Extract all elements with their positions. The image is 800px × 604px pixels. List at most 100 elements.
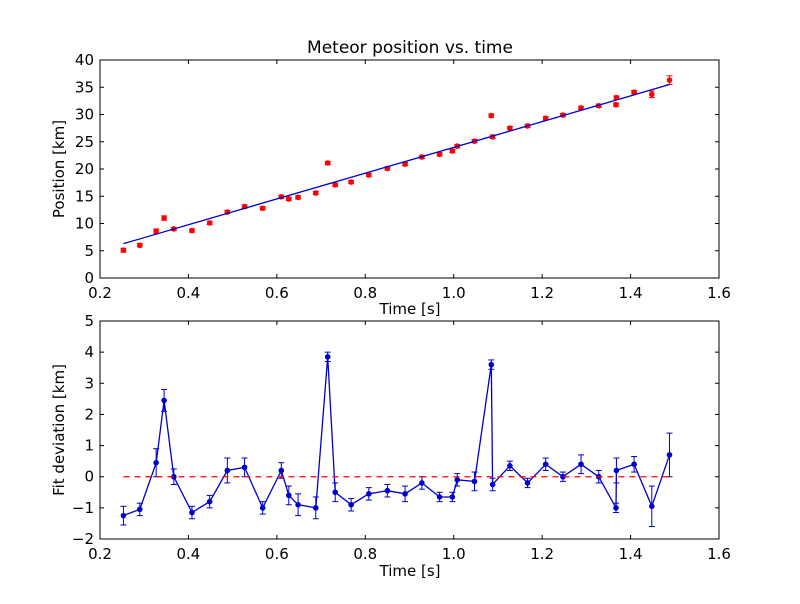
- data-point: [366, 172, 372, 178]
- data-point: [224, 467, 231, 474]
- data-point: [278, 467, 285, 474]
- data-point: [613, 505, 619, 511]
- data-point: [312, 190, 319, 196]
- data-point: [120, 512, 127, 519]
- y-tick-label: −2: [72, 530, 94, 548]
- deviation-line: [123, 356, 671, 517]
- y-tick-label: 5: [84, 242, 94, 260]
- y-tick-label: 20: [75, 160, 94, 178]
- data-point: [507, 463, 513, 469]
- data-point: [189, 509, 195, 516]
- x-tick-label: 1.0: [442, 545, 466, 563]
- data-point: [666, 77, 673, 83]
- data-marks: [120, 75, 673, 254]
- data-point: [259, 205, 266, 212]
- y-axis-label: Position [km]: [50, 120, 68, 218]
- x-tick-label: 0.2: [88, 284, 112, 302]
- data-point: [332, 489, 339, 496]
- data-point: [348, 501, 354, 508]
- data-point: [348, 179, 354, 185]
- y-tick-label: 4: [84, 343, 94, 361]
- data-point: [285, 196, 292, 202]
- data-point: [295, 194, 301, 201]
- data-point: [285, 492, 292, 499]
- x-tick-label: 0.6: [265, 284, 289, 302]
- y-tick-label: 0: [84, 468, 94, 486]
- position-plot: Meteor position vs. time 0.2 0.4 0.6 0.8 1.0…: [50, 38, 731, 318]
- y-tick-label: −1: [72, 499, 94, 517]
- data-point: [613, 101, 619, 108]
- data-point: [471, 478, 478, 485]
- data-point: [419, 480, 425, 486]
- data-point: [488, 112, 495, 119]
- data-point: [136, 506, 143, 513]
- data-point: [324, 160, 331, 166]
- data-point: [259, 505, 266, 511]
- x-tick-label: 1.2: [530, 284, 554, 302]
- y-tick-label: 40: [75, 51, 94, 69]
- y-tick-label: 1: [84, 437, 94, 455]
- x-axis-label: Time [s]: [379, 562, 441, 580]
- deviation-plot: 0.2 0.4 0.6 0.8 1.0 1.2 1.4 1.6 −2 −1 0 1 2 3 4 5 Time …: [50, 312, 731, 580]
- data-point: [153, 228, 159, 234]
- y-tick-label: 5: [84, 312, 94, 330]
- x-tick-label: 0.4: [176, 545, 200, 563]
- data-point: [295, 501, 301, 508]
- data-point: [631, 461, 637, 468]
- data-point: [402, 491, 408, 497]
- x-tick-label: 1.4: [619, 545, 643, 563]
- data-point: [488, 361, 495, 368]
- data-point: [241, 464, 248, 471]
- data-point: [613, 467, 620, 474]
- data-point: [136, 242, 143, 249]
- data-point: [384, 487, 391, 494]
- x-tick-label: 1.0: [442, 284, 466, 302]
- y-tick-label: 2: [84, 405, 94, 423]
- chart-title: Meteor position vs. time: [307, 38, 513, 58]
- data-point: [449, 148, 456, 154]
- y-axis-label: Fit deviation [km]: [50, 364, 68, 496]
- plot-area: [99, 59, 720, 279]
- axis-ticks: 0.2 0.4 0.6 0.8 1.0 1.2 1.4 1.6 −2 −1 0 1 2 3 4 5: [72, 312, 731, 563]
- data-point: [436, 494, 443, 500]
- x-tick-label: 0.4: [176, 284, 200, 302]
- data-point: [454, 477, 461, 483]
- data-point: [206, 220, 213, 226]
- data-point: [153, 459, 159, 466]
- data-point: [324, 354, 331, 360]
- y-tick-label: 10: [75, 215, 94, 233]
- x-tick-label: 1.6: [707, 545, 731, 563]
- x-tick-label: 0.6: [265, 545, 289, 563]
- data-point: [542, 461, 549, 468]
- data-point: [366, 491, 372, 497]
- axis-ticks: 0.2 0.4 0.6 0.8 1.0 1.2 1.4 1.6 0 5 10 15 20 25 30 35 40: [75, 51, 731, 302]
- data-point: [206, 498, 213, 505]
- data-point: [524, 480, 531, 486]
- data-point: [489, 481, 496, 488]
- data-point: [507, 125, 513, 131]
- y-tick-label: 15: [75, 187, 94, 205]
- x-tick-label: 0.8: [353, 545, 377, 563]
- data-point: [578, 461, 584, 468]
- x-tick-label: 1.4: [619, 284, 643, 302]
- plot-area: [99, 320, 720, 540]
- x-tick-label: 1.2: [530, 545, 554, 563]
- data-point: [449, 494, 456, 500]
- y-tick-label: 0: [84, 269, 94, 287]
- data-point: [189, 227, 195, 234]
- data-point: [332, 182, 339, 188]
- data-point: [161, 397, 167, 404]
- fit-line: [123, 83, 670, 245]
- data-point: [161, 215, 167, 221]
- data-marks: [120, 351, 673, 528]
- y-tick-label: 30: [75, 106, 94, 124]
- x-axis-label: Time [s]: [379, 300, 441, 318]
- x-tick-label: 0.2: [88, 545, 112, 563]
- y-tick-label: 3: [84, 374, 94, 392]
- data-point: [648, 503, 655, 510]
- x-tick-label: 0.8: [353, 284, 377, 302]
- data-point: [312, 505, 319, 511]
- data-point: [666, 452, 673, 458]
